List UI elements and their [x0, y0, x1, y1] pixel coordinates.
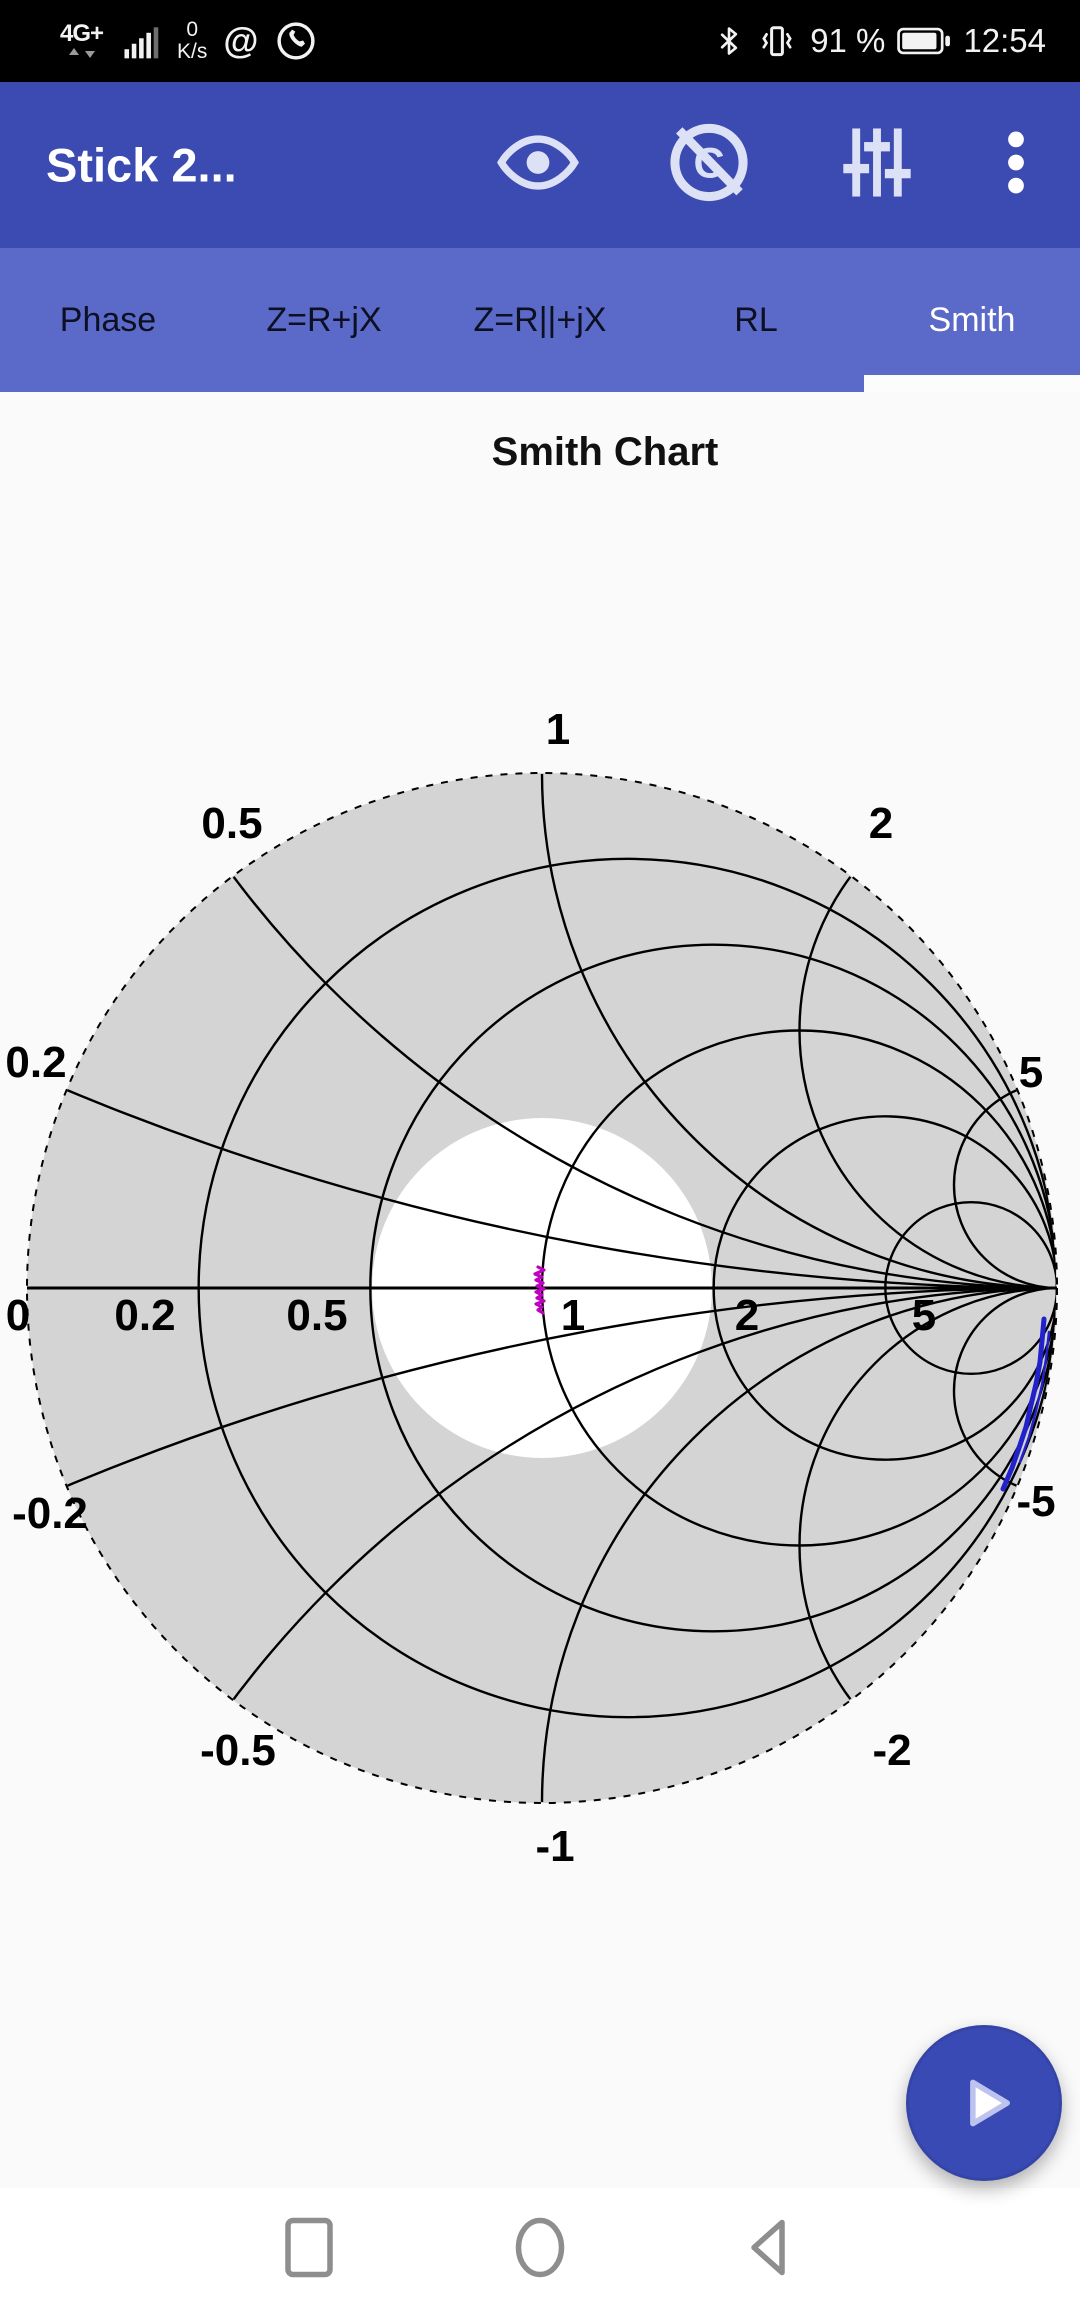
app-bar: Stick 2... C	[0, 82, 1080, 248]
network-type-badge: 4G+	[60, 20, 104, 60]
tab-rl[interactable]: RL	[648, 248, 864, 392]
vibrate-icon	[762, 26, 792, 57]
calibration-off-button[interactable]: C	[662, 116, 756, 215]
updown-arrows-icon	[68, 48, 95, 58]
network-type-label: 4G+	[60, 20, 104, 47]
three-dots-icon	[1008, 131, 1024, 194]
nav-home-button[interactable]	[512, 2216, 568, 2285]
tab-smith[interactable]: Smith	[864, 248, 1080, 392]
tuner-settings-button[interactable]	[834, 120, 920, 211]
tab-label: RL	[734, 300, 778, 339]
tab-phase[interactable]: Phase	[0, 248, 216, 392]
nav-recents-button[interactable]	[281, 2216, 337, 2285]
tab-label: Smith	[928, 300, 1016, 339]
status-bar: 4G+ 0 K/s @	[0, 0, 1080, 82]
battery-percent-text: 91 %	[810, 22, 886, 59]
recents-square-icon	[285, 2217, 333, 2278]
clock: 12:54	[963, 22, 1046, 59]
eye-icon	[497, 135, 579, 190]
status-bar-right: 91 % 12:54	[714, 21, 1046, 61]
whatsapp-icon	[277, 22, 316, 60]
back-triangle-icon	[751, 2219, 785, 2276]
tab-label: Z=R||+jX	[473, 300, 607, 339]
calibration-off-icon: C	[670, 123, 748, 202]
bluetooth-icon	[721, 27, 738, 55]
email-at-icon: @	[223, 20, 259, 61]
battery-icon	[897, 27, 951, 55]
navigation-bar	[0, 2188, 1080, 2312]
tab-label: Z=R+jX	[266, 300, 382, 339]
chart-title: Smith Chart	[491, 430, 719, 474]
tab-label: Phase	[59, 300, 157, 339]
signal-strength-icon	[124, 27, 159, 59]
data-speed-unit: K/s	[177, 40, 208, 63]
sliders-icon	[843, 128, 911, 197]
nav-back-button[interactable]	[742, 2216, 798, 2285]
tab-z-parallel[interactable]: Z=R||+jX	[432, 248, 648, 392]
home-circle-icon	[515, 2217, 565, 2278]
overflow-menu-button[interactable]	[988, 120, 1044, 211]
visibility-button[interactable]	[494, 119, 582, 212]
tab-bar: Phase Z=R+jX Z=R||+jX RL Smith	[0, 248, 1080, 392]
app-title: Stick 2...	[46, 138, 237, 192]
status-bar-left: 4G+ 0 K/s @	[60, 17, 318, 63]
play-icon	[970, 2079, 1010, 2127]
tab-z-series[interactable]: Z=R+jX	[216, 248, 432, 392]
data-speed-indicator: 0 K/s	[177, 17, 208, 63]
fab-play-button[interactable]	[906, 2025, 1062, 2181]
content-area	[0, 392, 1080, 2188]
data-speed-value: 0	[186, 17, 199, 41]
selected-tab-indicator	[864, 375, 1080, 392]
